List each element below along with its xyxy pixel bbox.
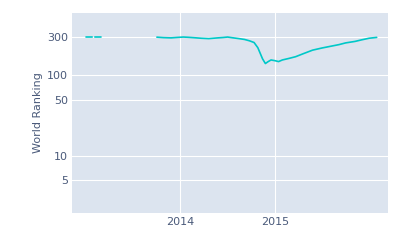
Y-axis label: World Ranking: World Ranking — [33, 72, 43, 153]
